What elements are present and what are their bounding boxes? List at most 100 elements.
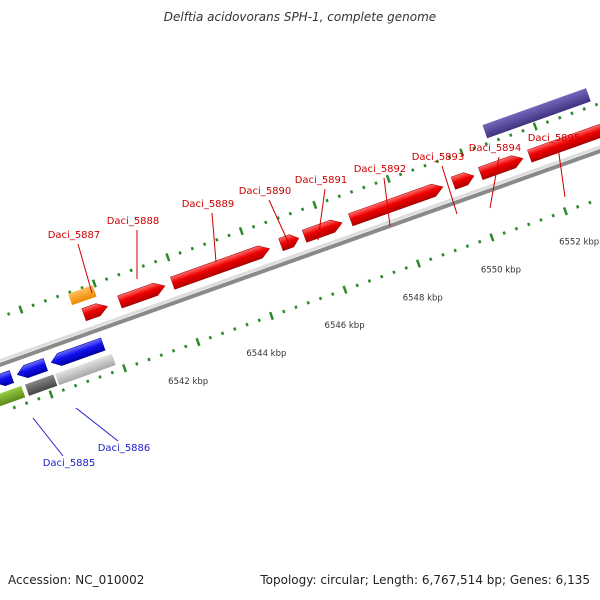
forward-gene-arrow xyxy=(348,183,444,227)
upper-tick-mark xyxy=(91,279,97,288)
lower-tick-mark xyxy=(208,335,212,340)
upper-tick-mark xyxy=(496,137,501,142)
forward-leader-line xyxy=(268,199,291,247)
lower-tick-mark xyxy=(122,364,128,373)
lower-tick-mark xyxy=(147,357,151,362)
lower-tick-mark xyxy=(367,279,372,283)
upper-tick-mark xyxy=(558,115,562,120)
forward-leader-line xyxy=(211,212,217,263)
upper-tick-mark xyxy=(104,277,109,281)
upper-tick-mark xyxy=(55,294,60,299)
upper-tick-mark xyxy=(509,133,513,138)
upper-tick-mark xyxy=(6,312,11,316)
forward-gene-label: Daci_5891 xyxy=(295,175,348,186)
forward-gene-arrow xyxy=(478,155,524,180)
lower-tick-mark xyxy=(98,375,102,379)
lower-tick-mark xyxy=(539,218,543,222)
upper-tick-mark xyxy=(532,122,538,131)
lower-tick-mark xyxy=(478,239,482,244)
dark-feature-bar xyxy=(25,374,58,396)
olive-feature-bar xyxy=(0,385,26,411)
upper-tick-mark xyxy=(349,190,354,194)
upper-tick-mark xyxy=(202,242,207,247)
lower-tick-mark xyxy=(282,309,286,314)
upper-tick-mark xyxy=(312,200,318,210)
upper-tick-mark xyxy=(447,155,452,159)
ruler-label: 6542 kbp xyxy=(168,377,208,387)
lower-tick-mark xyxy=(355,283,359,288)
upper-tick-mark xyxy=(190,246,195,251)
upper-tick-mark xyxy=(215,238,219,242)
lower-tick-mark xyxy=(342,285,348,294)
accession-text: Accession: NC_010002 xyxy=(8,573,145,587)
lower-tick-mark xyxy=(453,248,457,253)
forward-gene-arrow xyxy=(117,282,166,309)
forward-gene-label: Daci_5893 xyxy=(412,152,465,163)
upper-tick-mark xyxy=(484,142,488,146)
forward-gene-arrow xyxy=(301,219,343,243)
upper-tick-mark xyxy=(300,207,305,212)
ruler-label: 6544 kbp xyxy=(246,349,286,359)
forward-leader-line xyxy=(489,156,500,209)
reverse-gene-arrow xyxy=(50,337,106,366)
lower-tick-mark xyxy=(245,322,249,327)
lower-tick-mark xyxy=(48,390,54,399)
lower-tick-mark xyxy=(24,401,29,405)
lower-tick-mark xyxy=(331,292,335,296)
upper-tick-mark xyxy=(582,107,586,111)
lower-tick-mark xyxy=(489,233,495,242)
upper-tick-mark xyxy=(325,198,329,203)
forward-leader-line xyxy=(317,188,326,241)
upper-tick-mark xyxy=(117,272,121,277)
upper-tick-mark xyxy=(459,148,465,157)
purple-feature-bar xyxy=(482,88,591,139)
ruler-label: 6548 kbp xyxy=(403,293,443,303)
grey-feature-bar xyxy=(55,353,116,386)
reverse-leader-line xyxy=(75,407,119,442)
lower-tick-mark xyxy=(588,200,592,205)
reverse-gene-label: Daci_5885 xyxy=(43,458,96,469)
lower-tick-mark xyxy=(318,296,323,301)
upper-tick-mark xyxy=(570,111,574,116)
reverse-gene-arrow xyxy=(0,370,15,387)
upper-tick-mark xyxy=(153,259,158,264)
lower-tick-mark xyxy=(551,213,555,218)
forward-gene-arrow xyxy=(278,234,300,252)
lower-tick-mark xyxy=(575,205,580,209)
ruler-label: 6550 kbp xyxy=(481,265,521,275)
forward-leader-line xyxy=(77,243,93,294)
upper-tick-mark xyxy=(18,305,24,314)
upper-tick-mark xyxy=(385,174,391,183)
lower-tick-mark xyxy=(404,266,408,270)
lower-tick-mark xyxy=(392,270,396,275)
lower-tick-mark xyxy=(514,226,519,231)
upper-tick-mark xyxy=(227,233,231,238)
upper-tick-mark xyxy=(178,251,182,255)
lower-tick-mark xyxy=(110,370,114,375)
lower-tick-mark xyxy=(415,259,421,268)
forward-gene-label: Daci_5895 xyxy=(528,133,581,144)
lower-tick-mark xyxy=(220,331,225,336)
reverse-gene-arrow xyxy=(16,358,48,378)
upper-tick-mark xyxy=(165,253,171,262)
lower-tick-mark xyxy=(86,379,90,384)
lower-tick-mark xyxy=(306,300,310,305)
orange-feature-bar xyxy=(68,285,97,306)
upper-tick-mark xyxy=(43,299,48,303)
forward-gene-label: Daci_5890 xyxy=(239,186,292,197)
lower-tick-mark xyxy=(268,311,275,321)
forward-gene-label: Daci_5894 xyxy=(469,143,522,154)
lower-tick-mark xyxy=(257,318,261,323)
lower-tick-mark xyxy=(465,244,470,248)
upper-tick-mark xyxy=(288,211,292,216)
forward-leader-line xyxy=(557,146,566,198)
lower-tick-mark xyxy=(12,405,17,410)
backbone-upper-line xyxy=(0,145,600,363)
forward-gene-label: Daci_5889 xyxy=(182,199,235,210)
forward-gene-label: Daci_5892 xyxy=(354,164,407,175)
genome-info-text: Topology: circular; Length: 6,767,514 bp… xyxy=(260,573,590,587)
upper-tick-mark xyxy=(435,159,439,164)
upper-tick-mark xyxy=(521,128,525,133)
lower-tick-mark xyxy=(171,348,176,353)
